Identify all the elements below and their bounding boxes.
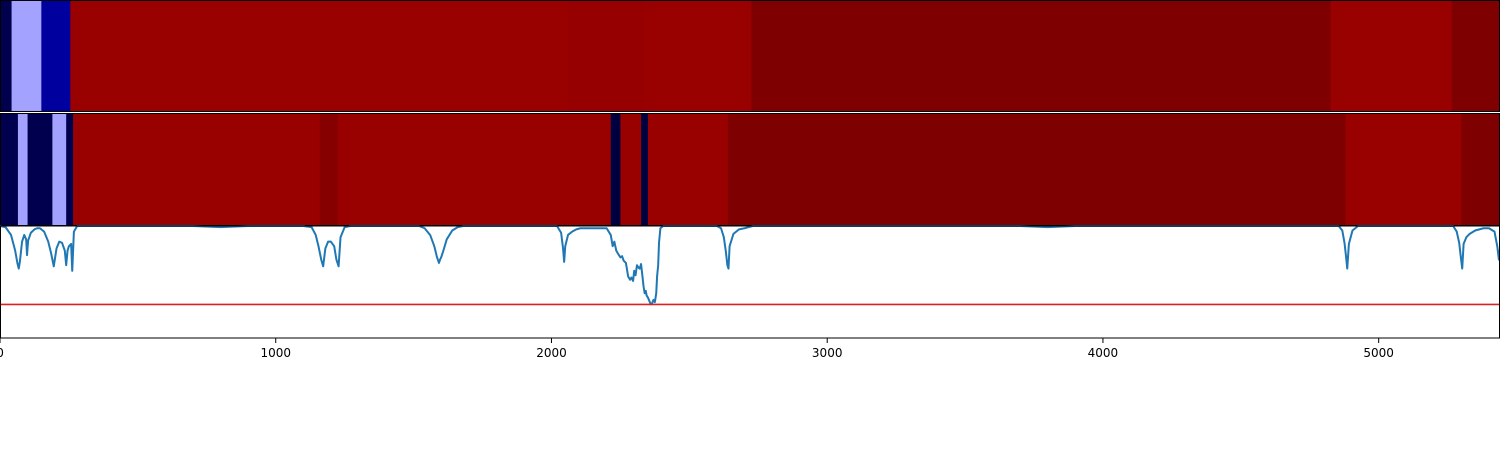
x-tick-label-3: 3000	[812, 346, 843, 360]
x-axis: 0 1000 2000 3000 4000 5000	[0, 338, 1394, 360]
track1-segment-3	[70, 0, 569, 112]
track1-segment-0	[0, 0, 13, 112]
track1-segment-6	[751, 0, 1331, 112]
track2-segment-14	[1461, 113, 1500, 226]
heatmap-track-2	[0, 113, 1500, 226]
track2-segment-1	[17, 113, 29, 226]
line-panel-frame	[0, 225, 1500, 339]
track1-segment-2	[41, 0, 71, 112]
track2-segment-2	[27, 113, 53, 226]
line-plot-panel	[0, 225, 1500, 339]
x-tick-label-2: 2000	[536, 346, 567, 360]
track1-segment-1	[11, 0, 42, 112]
track1-segment-8	[1451, 0, 1500, 112]
track2-segment-0	[0, 113, 19, 226]
track2-segment-4	[66, 113, 74, 226]
track1-segment-4	[568, 0, 645, 112]
track2-segment-6	[319, 113, 339, 226]
track2-segment-5	[73, 113, 321, 226]
track2-segment-10	[641, 113, 649, 226]
track2-segment-12	[727, 113, 1347, 226]
track2-segment-9	[620, 113, 642, 226]
track2-segment-11	[647, 113, 729, 226]
track2-segment-3	[52, 113, 67, 226]
x-tick-label-1: 1000	[260, 346, 291, 360]
x-tick-label-4: 4000	[1088, 346, 1119, 360]
track2-segment-8	[610, 113, 621, 226]
x-tick-label-0: 0	[0, 346, 4, 360]
line-series	[0, 225, 1500, 306]
track1-segment-7	[1330, 0, 1453, 112]
track1-segment-5	[643, 0, 752, 112]
x-tick-label-5: 5000	[1363, 346, 1394, 360]
heatmap-track-1	[0, 0, 1500, 112]
track2-segment-7	[337, 113, 612, 226]
track2-segment-13	[1345, 113, 1462, 226]
